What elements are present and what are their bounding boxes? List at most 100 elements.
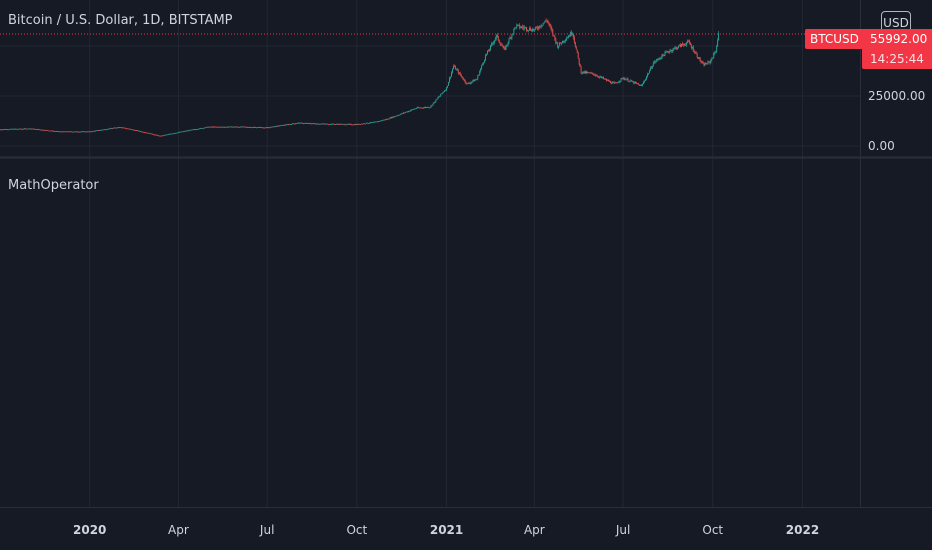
- candle-488: [475, 78, 477, 81]
- candle-287: [279, 125, 281, 127]
- candle-714: [695, 51, 697, 55]
- candle-732: [713, 52, 715, 59]
- candle-90: [87, 131, 89, 133]
- x-tick-label-1: Apr: [168, 523, 189, 537]
- candle-164: [159, 135, 161, 137]
- candle-697: [679, 44, 681, 47]
- candle-200: [194, 129, 196, 131]
- time-axis[interactable]: 2020 Apr Jul Oct 2021 Apr Jul Oct 2022: [73, 523, 819, 537]
- candle-662: [645, 78, 646, 82]
- candle-380: [370, 121, 371, 124]
- last-price-value: 55992.00: [870, 32, 928, 46]
- bar-countdown: 14:25:44: [870, 52, 924, 66]
- candle-245: [238, 126, 240, 128]
- candle-57: [55, 130, 57, 132]
- candle-641: [624, 77, 626, 81]
- candle-182: [177, 132, 178, 134]
- candle-448: [436, 98, 438, 100]
- candle-337: [328, 123, 330, 126]
- candle-719: [700, 59, 702, 64]
- candle-66: [63, 131, 65, 133]
- candle-47: [45, 129, 47, 131]
- candle-198: [192, 129, 194, 131]
- candle-680: [662, 53, 664, 57]
- candle-555: [540, 23, 542, 29]
- candle-686: [668, 50, 670, 54]
- candle-16: [15, 128, 17, 130]
- candle-99: [96, 130, 97, 132]
- candle-542: [528, 30, 529, 33]
- candle-365: [355, 123, 357, 125]
- candle-179: [174, 133, 175, 134]
- candle-525: [511, 33, 513, 41]
- candle-65: [62, 131, 64, 133]
- candle-628: [611, 81, 613, 84]
- candle-197: [191, 129, 193, 131]
- candle-717: [698, 57, 700, 60]
- candle-538: [524, 25, 526, 31]
- candle-574: [559, 41, 561, 47]
- candle-48: [46, 129, 48, 131]
- candle-698: [680, 43, 682, 48]
- candle-194: [188, 130, 190, 132]
- candle-185: [179, 131, 181, 133]
- candle-240: [233, 126, 235, 128]
- candle-633: [616, 82, 618, 84]
- candle-19: [18, 128, 19, 130]
- candle-398: [387, 118, 389, 120]
- candle-296: [288, 124, 290, 126]
- candle-552: [537, 26, 539, 31]
- candle-642: [625, 79, 627, 81]
- candle-222: [216, 126, 217, 128]
- candle-449: [437, 96, 439, 100]
- candle-713: [694, 51, 696, 54]
- candle-703: [685, 42, 686, 46]
- candle-437: [425, 106, 427, 109]
- candle-192: [186, 130, 188, 132]
- candles: [0, 18, 720, 137]
- candle-105: [101, 129, 103, 131]
- candle-302: [294, 123, 295, 125]
- candle-55: [53, 130, 55, 132]
- candle-345: [335, 123, 337, 125]
- candle-735: [716, 44, 718, 54]
- candle-143: [138, 130, 140, 132]
- candle-480: [467, 82, 469, 85]
- indicator-title[interactable]: MathOperator: [8, 178, 99, 193]
- candle-108: [104, 129, 106, 131]
- candle-561: [546, 19, 548, 24]
- candle-81: [78, 131, 80, 133]
- candle-74: [71, 131, 73, 133]
- candle-548: [533, 29, 535, 33]
- candle-661: [644, 80, 645, 84]
- candle-330: [321, 123, 323, 125]
- candle-21: [20, 128, 21, 130]
- candle-608: [592, 72, 594, 75]
- candle-408: [397, 114, 399, 116]
- price-axis[interactable]: 0.00 25000.00: [868, 89, 925, 153]
- candle-161: [156, 134, 158, 136]
- candle-225: [218, 126, 220, 128]
- candle-410: [399, 114, 401, 116]
- candle-722: [703, 62, 705, 67]
- candle-723: [704, 62, 706, 66]
- candle-183: [177, 132, 179, 133]
- candle-122: [118, 127, 120, 129]
- candle-61: [59, 131, 60, 133]
- candle-476: [463, 78, 465, 81]
- candle-572: [557, 41, 559, 49]
- candle-9: [8, 129, 10, 131]
- candle-77: [74, 131, 76, 133]
- candle-389: [378, 121, 380, 122]
- candle-351: [341, 123, 343, 125]
- candle-149: [144, 132, 146, 134]
- candle-112: [108, 128, 110, 130]
- candle-114: [110, 127, 112, 129]
- candle-518: [504, 46, 506, 51]
- candle-475: [462, 76, 464, 81]
- candle-235: [228, 126, 230, 128]
- candle-89: [86, 131, 88, 133]
- candle-452: [440, 93, 442, 97]
- candle-205: [199, 127, 201, 129]
- candle-83: [80, 131, 82, 133]
